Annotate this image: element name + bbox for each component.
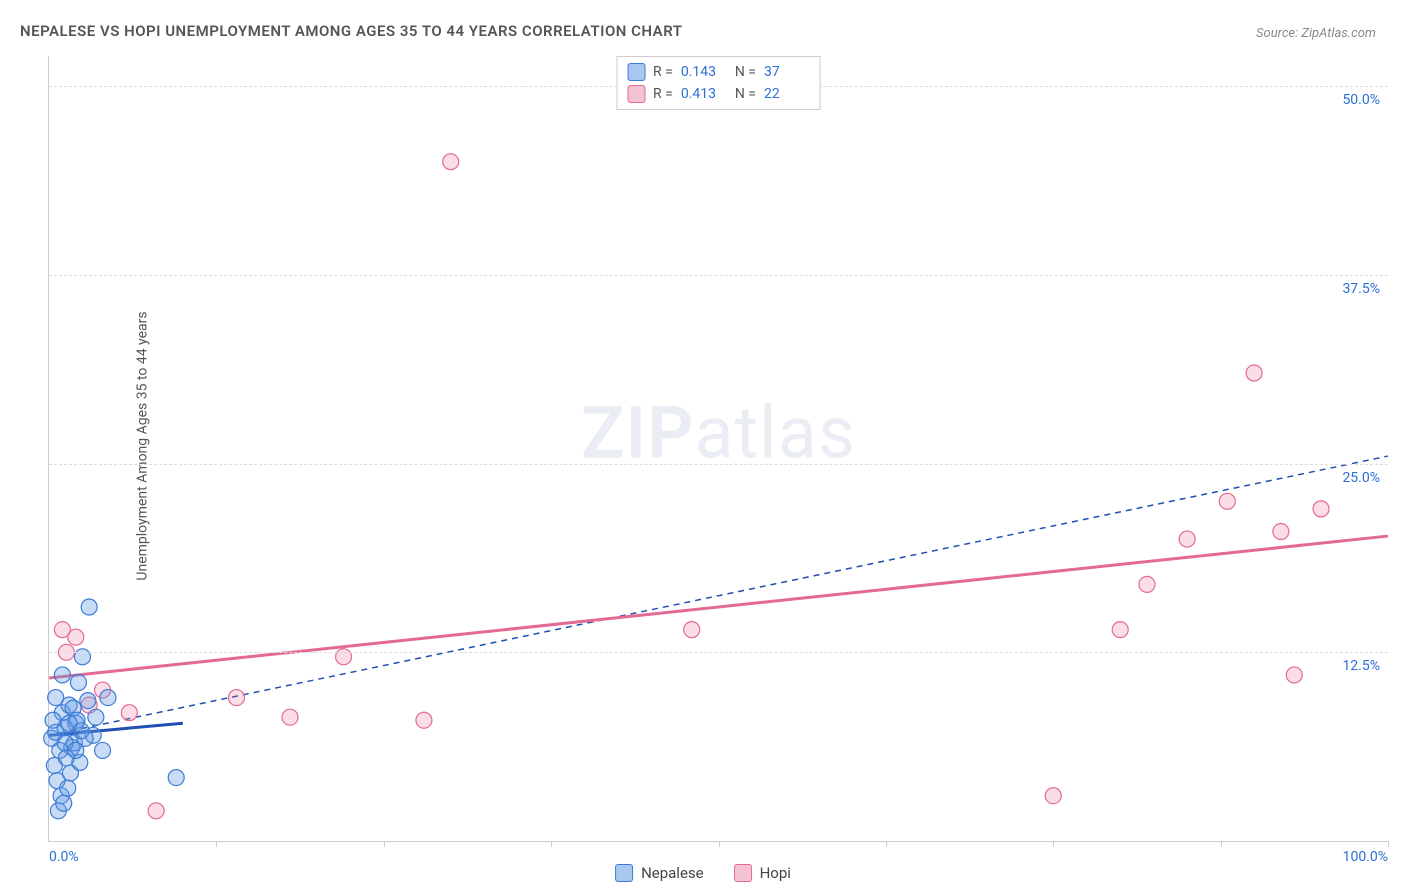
point-hopi [1219, 493, 1235, 509]
x-tick-mark [384, 841, 385, 847]
legend-r-label: R = [653, 86, 673, 102]
legend-stats-row-hopi: R = 0.413 N = 22 [627, 83, 810, 105]
x-tick-label: 100.0% [1343, 849, 1388, 865]
legend-label-hopi: Hopi [760, 864, 791, 882]
x-tick-mark [1053, 841, 1054, 847]
legend-series: Nepalese Hopi [615, 864, 791, 882]
point-hopi [1112, 622, 1128, 638]
y-tick-label: 37.5% [1342, 281, 1380, 297]
point-hopi [443, 154, 459, 170]
point-nepalese [56, 795, 72, 811]
point-nepalese [100, 690, 116, 706]
legend-r-value-hopi: 0.413 [681, 86, 727, 102]
point-nepalese [48, 690, 64, 706]
point-hopi [228, 690, 244, 706]
legend-item-nepalese: Nepalese [615, 864, 704, 882]
x-tick-mark [551, 841, 552, 847]
swatch-nepalese-icon [615, 864, 633, 882]
point-nepalese [68, 742, 84, 758]
legend-n-value-nepalese: 37 [764, 64, 810, 80]
plot-area: ZIPatlas R = 0.143 N = 37 R = 0.413 N = … [48, 56, 1388, 842]
chart-title: NEPALESE VS HOPI UNEMPLOYMENT AMONG AGES… [20, 22, 682, 40]
source-attribution: Source: ZipAtlas.com [1256, 26, 1376, 41]
point-hopi [1139, 576, 1155, 592]
gridline [49, 464, 1388, 465]
point-hopi [1286, 667, 1302, 683]
point-hopi [1313, 501, 1329, 517]
gridline [49, 652, 1388, 653]
x-tick-mark [216, 841, 217, 847]
swatch-hopi-icon [627, 85, 645, 103]
y-tick-label: 12.5% [1342, 658, 1380, 674]
plot-svg [49, 56, 1388, 841]
legend-item-hopi: Hopi [734, 864, 791, 882]
point-nepalese [73, 723, 89, 739]
point-nepalese [88, 709, 104, 725]
x-tick-mark [719, 841, 720, 847]
swatch-nepalese-icon [627, 63, 645, 81]
gridline [49, 275, 1388, 276]
x-tick-mark [1388, 841, 1389, 847]
point-nepalese [168, 770, 184, 786]
point-hopi [1179, 531, 1195, 547]
point-hopi [336, 649, 352, 665]
point-nepalese [81, 599, 97, 615]
legend-r-value-nepalese: 0.143 [681, 64, 727, 80]
point-nepalese [60, 780, 76, 796]
x-tick-label: 0.0% [49, 849, 79, 865]
point-hopi [148, 803, 164, 819]
legend-r-label: R = [653, 64, 673, 80]
point-hopi [282, 709, 298, 725]
point-nepalese [74, 649, 90, 665]
point-hopi [121, 705, 137, 721]
point-nepalese [95, 742, 111, 758]
point-nepalese [70, 674, 86, 690]
legend-n-label: N = [735, 64, 756, 80]
point-hopi [68, 629, 84, 645]
trend-line-hopi [49, 536, 1388, 678]
x-tick-mark [886, 841, 887, 847]
point-hopi [1045, 788, 1061, 804]
swatch-hopi-icon [734, 864, 752, 882]
legend-n-value-hopi: 22 [764, 86, 810, 102]
trend-dashed-nepalese [49, 456, 1388, 735]
legend-stats: R = 0.143 N = 37 R = 0.413 N = 22 [616, 56, 821, 110]
point-hopi [684, 622, 700, 638]
legend-stats-row-nepalese: R = 0.143 N = 37 [627, 61, 810, 83]
legend-n-label: N = [735, 86, 756, 102]
point-nepalese [45, 712, 61, 728]
point-hopi [416, 712, 432, 728]
point-hopi [1246, 365, 1262, 381]
point-nepalese [54, 667, 70, 683]
y-tick-label: 25.0% [1342, 470, 1380, 486]
legend-label-nepalese: Nepalese [641, 864, 704, 882]
y-tick-label: 50.0% [1342, 92, 1380, 108]
point-nepalese [80, 693, 96, 709]
x-tick-mark [1221, 841, 1222, 847]
point-hopi [1273, 524, 1289, 540]
